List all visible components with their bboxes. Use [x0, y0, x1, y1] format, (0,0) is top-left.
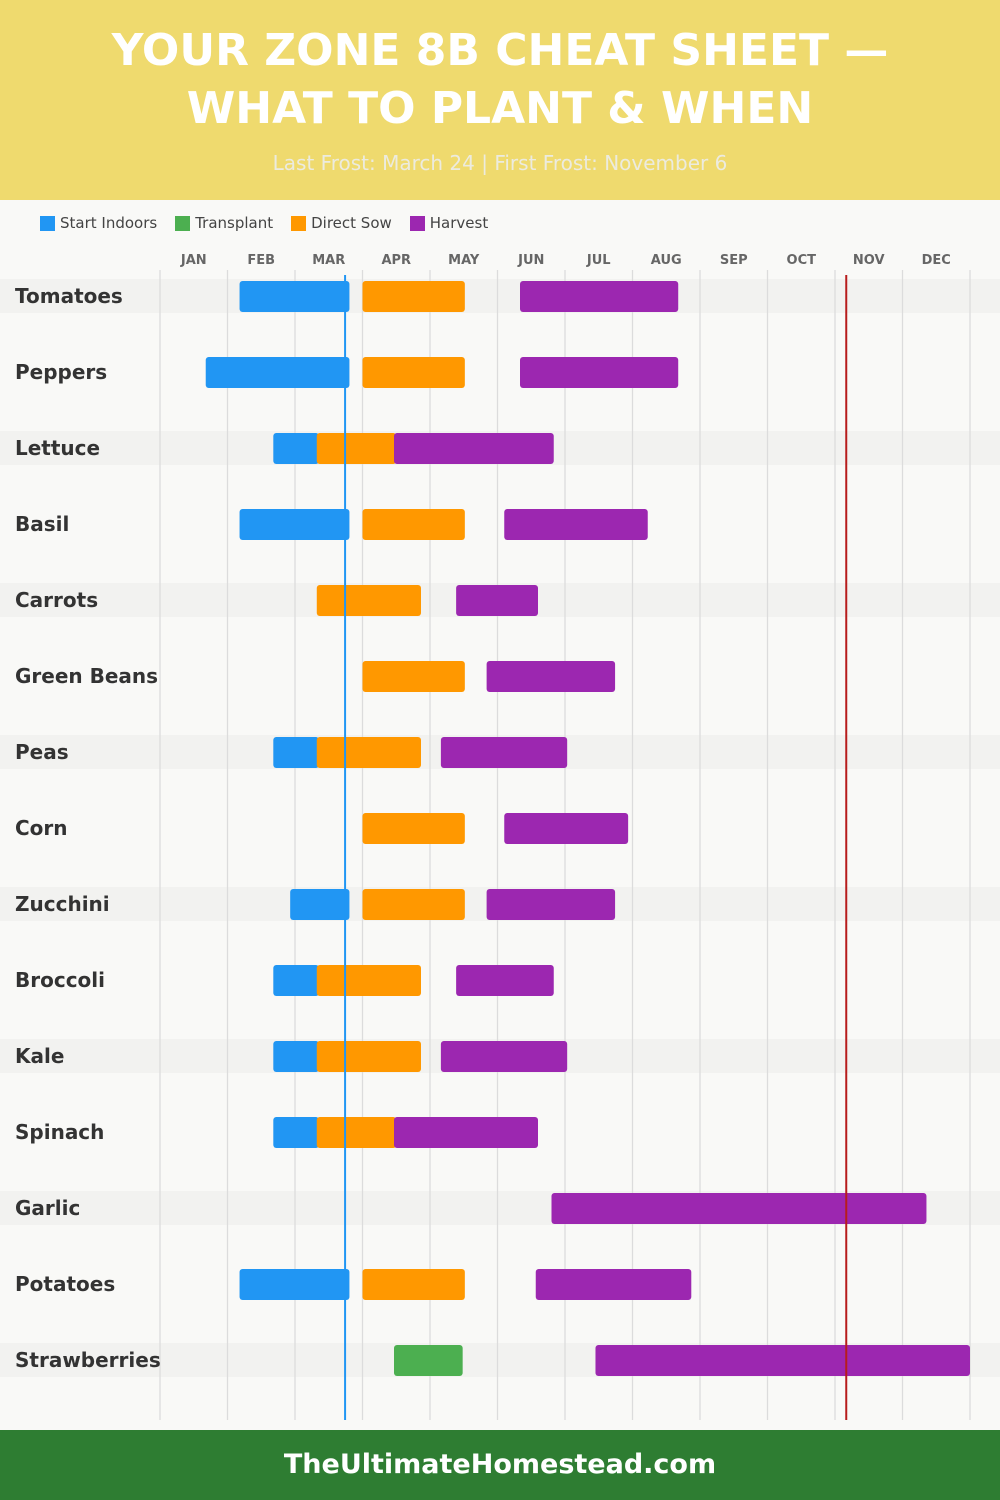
bar-harvest — [486, 661, 616, 692]
bar-start-indoors — [290, 889, 350, 920]
legend-label: Start Indoors — [60, 214, 158, 232]
frost-dates-subtitle: Last Frost: March 24 | First Frost: Nove… — [272, 151, 728, 175]
bar-harvest — [520, 281, 679, 312]
footer-website[interactable]: TheUltimateHomestead.com — [0, 1430, 1000, 1500]
crop-label: Corn — [15, 816, 68, 840]
bar-direct-sow — [362, 357, 465, 388]
bar-harvest — [394, 433, 554, 464]
month-label-sep: SEP — [720, 253, 748, 268]
crop-label: Lettuce — [15, 436, 100, 460]
legend-item-start-indoors: Start Indoors — [40, 214, 157, 232]
bar-harvest — [595, 1345, 970, 1376]
crop-label: Tomatoes — [15, 284, 123, 308]
crop-label: Basil — [15, 512, 69, 536]
bar-harvest — [456, 965, 554, 996]
legend-item-transplant: Transplant — [175, 214, 273, 232]
month-label-feb: FEB — [247, 253, 275, 268]
bar-direct-sow — [362, 889, 465, 920]
crop-label: Garlic — [15, 1196, 80, 1220]
crop-label: Zucchini — [15, 892, 110, 916]
bar-start-indoors — [273, 1117, 319, 1148]
month-label-aug: AUG — [651, 253, 682, 268]
bar-direct-sow — [362, 281, 465, 312]
legend-item-direct-sow: Direct Sow — [291, 214, 392, 232]
bar-direct-sow — [362, 1269, 465, 1300]
title-line-2: WHAT TO PLANT & WHEN — [186, 83, 814, 134]
bar-harvest — [504, 813, 629, 844]
bar-direct-sow — [316, 1041, 421, 1072]
crop-label: Kale — [15, 1044, 64, 1068]
month-label-apr: APR — [381, 253, 411, 268]
legend-label: Transplant — [195, 214, 274, 232]
legend-swatch — [291, 215, 307, 231]
legend-item-harvest: Harvest — [409, 214, 489, 232]
bar-direct-sow — [316, 585, 421, 616]
bar-harvest — [520, 357, 679, 388]
crop-label: Carrots — [15, 588, 98, 612]
bar-harvest — [440, 1041, 568, 1072]
month-label-jun: JUN — [517, 253, 544, 268]
legend-swatch — [175, 215, 191, 231]
bar-harvest — [486, 889, 616, 920]
bar-start-indoors — [273, 965, 319, 996]
bar-direct-sow — [316, 737, 421, 768]
bar-start-indoors — [273, 737, 319, 768]
month-label-jan: JAN — [180, 253, 207, 268]
bar-direct-sow — [316, 1117, 397, 1148]
page-title: YOUR ZONE 8B CHEAT SHEET — WHAT TO PLANT … — [0, 22, 1000, 138]
bar-harvest — [394, 1117, 538, 1148]
month-label-dec: DEC — [922, 253, 951, 268]
bar-start-indoors — [205, 357, 350, 388]
bar-harvest — [504, 509, 648, 540]
bar-start-indoors — [273, 433, 319, 464]
bar-direct-sow — [316, 433, 397, 464]
legend-swatch — [40, 215, 55, 231]
bar-direct-sow — [362, 813, 465, 844]
bar-start-indoors — [239, 281, 350, 312]
crop-label: Green Beans — [15, 664, 158, 688]
crop-label: Peppers — [15, 360, 107, 384]
month-label-may: MAY — [448, 253, 480, 268]
crop-label: Peas — [15, 740, 69, 764]
month-label-mar: MAR — [312, 253, 345, 268]
legend: Start Indoors Transplant Direct Sow Harv… — [40, 214, 488, 232]
crop-label: Potatoes — [15, 1272, 115, 1296]
bar-transplant — [394, 1345, 463, 1376]
legend-label: Direct Sow — [311, 214, 392, 232]
bar-harvest — [440, 737, 568, 768]
bar-start-indoors — [273, 1041, 319, 1072]
bar-direct-sow — [316, 965, 421, 996]
crop-label: Broccoli — [15, 968, 105, 992]
bar-start-indoors — [239, 509, 350, 540]
month-label-oct: OCT — [787, 253, 817, 268]
bar-direct-sow — [362, 509, 465, 540]
month-label-nov: NOV — [853, 253, 885, 268]
legend-label: Harvest — [429, 214, 489, 232]
bar-start-indoors — [239, 1269, 350, 1300]
bar-harvest — [456, 585, 538, 616]
planting-chart: JAN FEB MAR APR MAY JUN JUL AUG SEP OCT NOV DEC Toma… — [0, 253, 1000, 1420]
bar-direct-sow — [362, 661, 465, 692]
legend-swatch — [409, 215, 425, 231]
month-label-jul: JUL — [586, 253, 611, 268]
title-line-1: YOUR ZONE 8B CHEAT SHEET — — [111, 25, 889, 76]
header: YOUR ZONE 8B CHEAT SHEET — WHAT TO PLANT … — [0, 0, 1000, 200]
crop-label: Spinach — [15, 1120, 104, 1144]
bar-harvest — [535, 1269, 692, 1300]
crop-label: Strawberries — [15, 1348, 161, 1372]
row-stripe — [0, 279, 1000, 313]
bar-harvest — [551, 1193, 927, 1224]
